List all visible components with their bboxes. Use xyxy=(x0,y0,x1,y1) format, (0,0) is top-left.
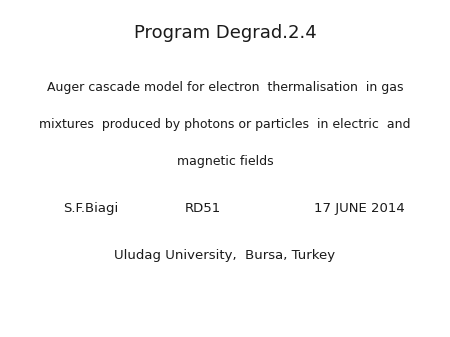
Text: S.F.Biagi: S.F.Biagi xyxy=(63,202,118,215)
Text: RD51: RD51 xyxy=(184,202,220,215)
Text: Program Degrad.2.4: Program Degrad.2.4 xyxy=(134,24,316,41)
Text: 17 JUNE 2014: 17 JUNE 2014 xyxy=(314,202,405,215)
Text: mixtures  produced by photons or particles  in electric  and: mixtures produced by photons or particle… xyxy=(39,118,411,131)
Text: Uludag University,  Bursa, Turkey: Uludag University, Bursa, Turkey xyxy=(114,249,336,263)
Text: magnetic fields: magnetic fields xyxy=(177,155,273,168)
Text: Auger cascade model for electron  thermalisation  in gas: Auger cascade model for electron thermal… xyxy=(47,81,403,94)
